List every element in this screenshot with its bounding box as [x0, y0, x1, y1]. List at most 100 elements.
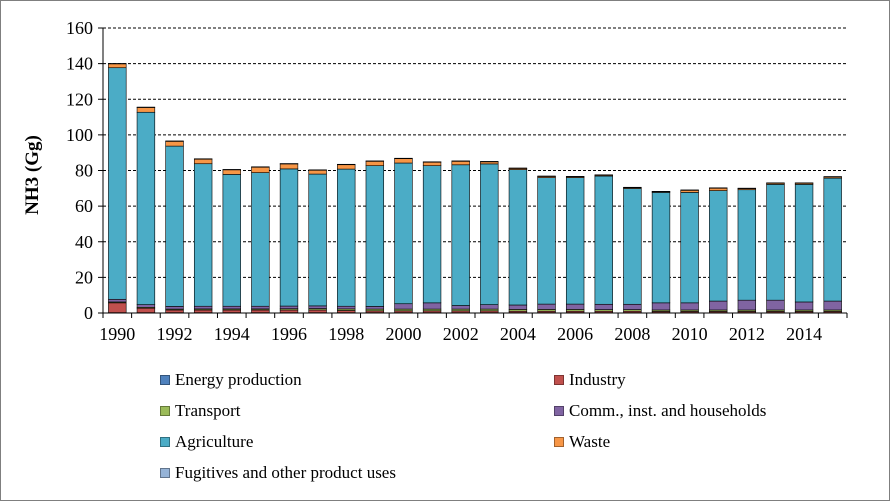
x-tick-label: 2014	[786, 324, 822, 344]
legend-item: Industry	[554, 370, 626, 390]
bar-segment-2013-s4	[766, 184, 785, 301]
bar-segment-1994-s5	[222, 169, 241, 175]
x-tick-label: 1998	[328, 324, 364, 344]
bar-segment-1990-s6	[108, 63, 127, 65]
bar-segment-2015-s6	[823, 176, 842, 178]
bar-segment-2013-s3	[766, 299, 785, 311]
bar-segment-2002-s3	[451, 305, 470, 310]
bar-segment-1990-s1	[108, 302, 127, 313]
bar-segment-2000-s3	[394, 303, 413, 310]
bar-segment-1996-s6	[279, 163, 299, 165]
bar-segment-2000-s6	[394, 157, 413, 160]
y-tick-label: 60	[75, 196, 93, 216]
bar-segment-2004-s6	[508, 167, 528, 169]
bar-segment-2015-s3	[823, 300, 842, 311]
bar-segment-2003-s6	[480, 161, 499, 163]
bar-segment-1997-s1	[308, 309, 327, 313]
bar-segment-2002-s6	[451, 160, 470, 162]
y-tick-label: 20	[75, 267, 93, 287]
x-tick-label: 2006	[557, 324, 593, 344]
x-tick-label: 2008	[614, 324, 650, 344]
x-tick-label: 2004	[500, 324, 536, 344]
x-tick-labels: 1990 1992 1994 1996 1998 2000 2002 2004 2006 2008…	[99, 324, 822, 344]
y-tick-label: 0	[84, 303, 93, 323]
bar-segment-1998-s6	[337, 163, 356, 166]
legend-label: Agriculture	[175, 432, 254, 451]
axes	[98, 27, 848, 318]
bar-segment-1993-s3	[193, 305, 213, 310]
legend-swatch	[554, 375, 564, 385]
bar-segment-1999-s4	[365, 165, 385, 307]
legend-swatch	[160, 437, 170, 447]
y-tick-label: 80	[75, 161, 93, 181]
bar-segment-1995-s4	[251, 172, 270, 307]
bar-segment-1993-s5	[193, 158, 213, 165]
y-tick-labels: 0 20 40 60 80 100 120 140 160	[66, 18, 93, 323]
bar-segment-2003-s4	[480, 163, 499, 305]
bar-segment-1999-s5	[365, 160, 385, 166]
bar-segment-2008-s3	[623, 303, 642, 310]
bar-segment-1993-s4	[193, 163, 213, 307]
bar-segment-2006-s4	[565, 177, 585, 305]
legend-item: Agriculture	[160, 432, 253, 452]
legend-item: Transport	[160, 401, 241, 421]
bar-segment-2007-s4	[594, 175, 613, 305]
x-tick-label: 1992	[157, 324, 193, 344]
bar-segment-2000-s4	[394, 162, 413, 305]
bar-segment-1993-s1	[193, 309, 213, 313]
bar-segment-2007-s3	[594, 303, 613, 310]
legend-label: Fugitives and other product uses	[175, 463, 396, 482]
bar-segment-2012-s6	[737, 187, 757, 189]
bar-segment-1995-s6	[251, 166, 270, 168]
bar-segment-2013-s6	[766, 182, 785, 184]
bar-segment-1991-s4	[136, 111, 156, 305]
bar-segment-1992-s6	[165, 140, 184, 142]
bar-segment-2002-s4	[451, 164, 470, 306]
y-tick-label: 120	[66, 89, 93, 109]
bar-segment-1997-s6	[308, 169, 327, 171]
legend-label: Comm., inst. and households	[569, 401, 767, 420]
bar-segment-2011-s6	[709, 187, 728, 189]
bar-segment-1998-s1	[337, 310, 356, 313]
bars	[108, 63, 842, 314]
bar-segment-2001-s6	[422, 161, 442, 163]
bar-segment-2005-s3	[537, 303, 556, 310]
bar-segment-1999-s6	[365, 160, 385, 162]
bar-segment-1992-s1	[165, 309, 184, 313]
bar-segment-1992-s3	[165, 306, 184, 310]
x-tick-label: 1994	[214, 324, 250, 344]
y-tick-label: 140	[66, 54, 93, 74]
y-tick-label: 160	[66, 18, 93, 38]
legend-swatch	[160, 375, 170, 385]
bar-segment-2010-s6	[680, 189, 699, 191]
bar-segment-2003-s3	[480, 304, 499, 310]
bar-segment-2014-s6	[794, 182, 814, 184]
legend-swatch	[554, 406, 564, 416]
x-tick-label: 2002	[443, 324, 479, 344]
legend: Energy production Industry Transport Comm.,…	[160, 370, 880, 495]
bar-segment-2009-s6	[651, 191, 671, 193]
y-tick-label: 100	[66, 125, 93, 145]
bar-segment-1991-s5	[136, 106, 156, 113]
bar-segment-2001-s3	[422, 302, 442, 310]
bar-segment-1994-s3	[222, 305, 241, 310]
bar-segment-1991-s3	[136, 304, 156, 308]
bar-segment-2005-s6	[537, 175, 556, 177]
bar-segment-1990-s4	[108, 67, 127, 300]
bar-segment-1996-s1	[279, 309, 299, 313]
bar-segment-1999-s3	[365, 306, 385, 310]
bar-segment-1996-s5	[279, 163, 299, 170]
bar-segment-2006-s6	[565, 176, 585, 178]
legend-item: Energy production	[160, 370, 302, 390]
legend-swatch	[554, 437, 564, 447]
bar-segment-1995-s1	[251, 309, 270, 313]
bar-segment-2012-s3	[737, 299, 757, 311]
bar-segment-1998-s3	[337, 305, 356, 310]
bar-segment-1997-s4	[308, 173, 327, 307]
bar-segment-2005-s4	[537, 177, 556, 305]
legend-swatch	[160, 468, 170, 478]
y-axis-label: NH3 (Gg)	[22, 135, 43, 215]
bar-segment-2006-s3	[565, 303, 585, 310]
bar-segment-2014-s3	[794, 301, 814, 311]
